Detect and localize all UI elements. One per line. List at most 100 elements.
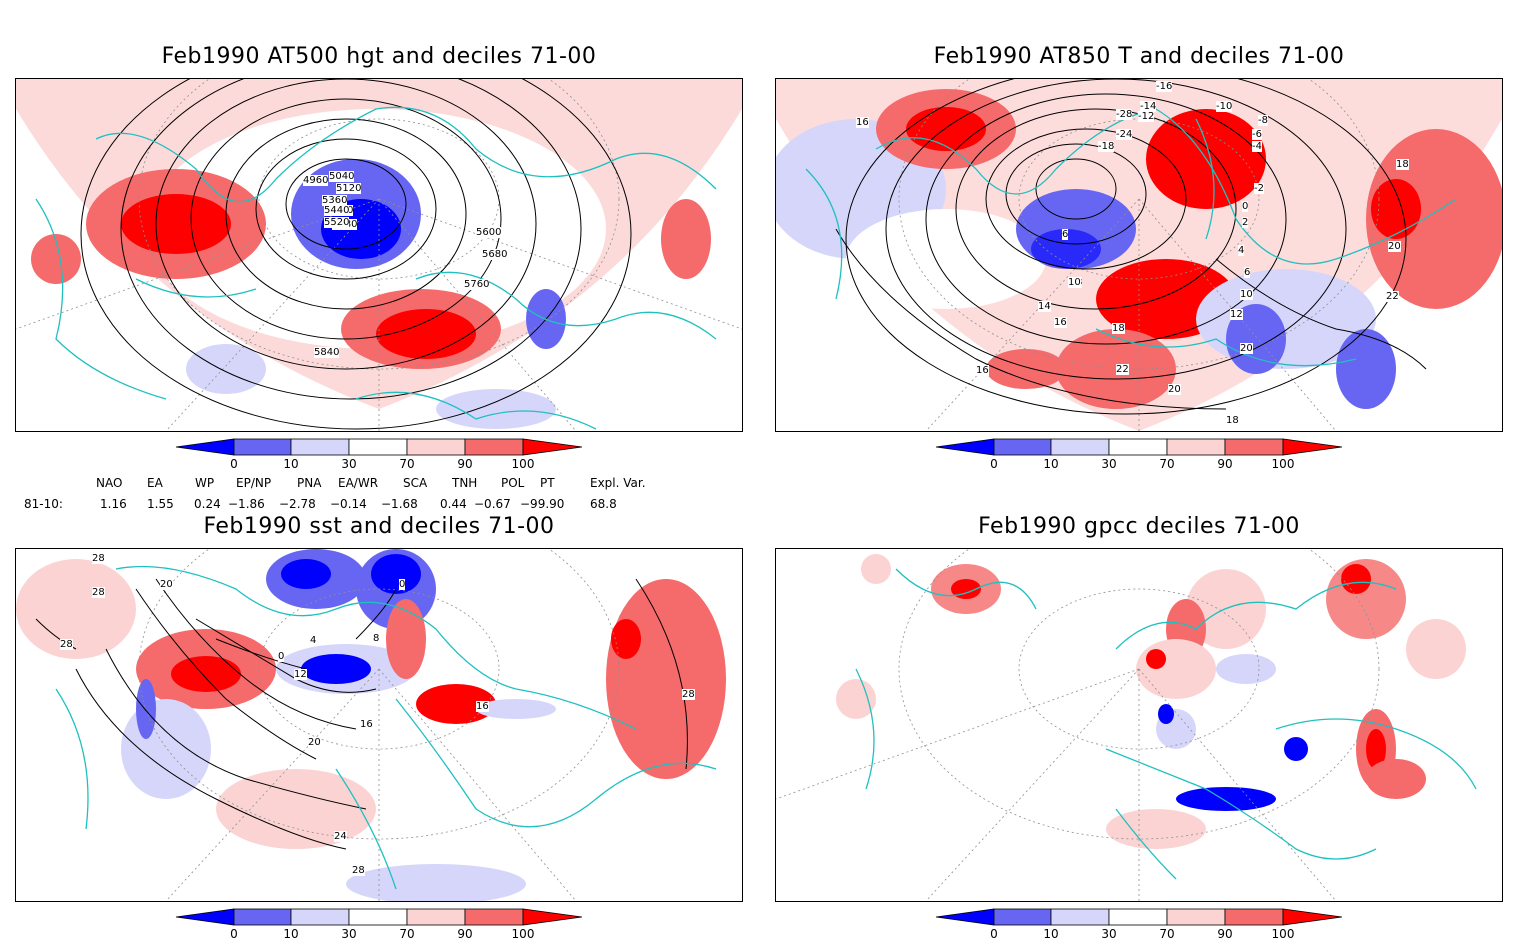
colorbar-tick: 70 [399, 457, 414, 471]
index-header: WP [195, 476, 215, 490]
map-panel-sst: 28 28 28 20 20 24 0 0 4 8 12 16 16 28 28 [15, 548, 743, 902]
colorbar-tick: 30 [341, 457, 356, 471]
index-header: TNH [452, 476, 478, 490]
contour-label: 20 [308, 737, 321, 748]
contour-label: 10 [1240, 289, 1253, 300]
index-value: 0.44 [440, 497, 467, 511]
contour-label: 5440 [324, 205, 350, 216]
contour-label: 22 [1116, 364, 1129, 375]
colorbar-tick: 90 [457, 457, 472, 471]
colorbar-tick: 0 [990, 457, 998, 471]
map-at500 [16, 79, 742, 431]
index-value: 1.16 [100, 497, 127, 511]
contour-label: 12 [294, 669, 307, 680]
contour-label: -6 [1252, 129, 1262, 140]
contour-label: 4960 [303, 175, 329, 186]
contour-label: 28 [92, 587, 105, 598]
colorbar-tick: 100 [512, 457, 535, 471]
contour-label: 0 [1242, 201, 1249, 212]
contour-label: 28 [682, 689, 695, 700]
contour-label: 16 [360, 719, 373, 730]
contour-label: -10 [1216, 101, 1233, 112]
colorbar-tick: 70 [1159, 457, 1174, 471]
contour-label: 28 [92, 553, 105, 564]
index-value: 0.24 [194, 497, 221, 511]
contour-label: 16 [476, 701, 489, 712]
contour-label: 28 [60, 639, 73, 650]
map-panel-gpcc [775, 548, 1503, 902]
map-gpcc [776, 549, 1477, 901]
index-header: NAO [96, 476, 123, 490]
contour-label: -4 [1252, 141, 1262, 152]
contour-label: 5120 [336, 183, 362, 194]
colorbar-1: 0 10 30 70 90 100 [175, 438, 583, 471]
index-header: Expl. Var. [590, 476, 646, 490]
index-header: EP/NP [236, 476, 272, 490]
contour-label: 20 [1168, 384, 1181, 395]
colorbar-tick: 90 [1217, 927, 1232, 940]
contour-label: 0 [278, 651, 285, 662]
colorbar-tick: 30 [1101, 457, 1116, 471]
index-value: −1.86 [228, 497, 265, 511]
contour-label: 5840 [314, 347, 340, 358]
contour-label: 2 [1242, 217, 1249, 228]
map-sst [16, 549, 742, 901]
index-header: EA/WR [338, 476, 379, 490]
panel-title-sst: Feb1990 sst and deciles 71-00 [203, 514, 555, 539]
contour-label: 20 [160, 579, 173, 590]
colorbar-tick: 10 [1043, 927, 1058, 940]
contour-label: 18 [1112, 323, 1125, 334]
contour-label: -24 [1116, 129, 1133, 140]
contour-label: 22 [1386, 291, 1399, 302]
colorbar-tick: 90 [1217, 457, 1232, 471]
index-row-label: 81-10: [24, 497, 63, 511]
contour-label: 5600 [476, 227, 502, 238]
contour-label: -12 [1138, 111, 1155, 122]
index-value: −99.90 [520, 497, 565, 511]
contour-label: 0 [399, 579, 406, 590]
map-at850 [776, 79, 1502, 431]
contour-label: 10 [1068, 277, 1081, 288]
contour-label: 16 [856, 117, 869, 128]
map-panel-at500: 4960 5040 5120 5200 5280 5360 5440 5520 … [15, 78, 743, 432]
index-header: PNA [297, 476, 322, 490]
contour-label: 5360 [322, 195, 348, 206]
contour-label: 28 [352, 865, 365, 876]
index-value: 1.55 [147, 497, 174, 511]
colorbar-4: 0 10 30 70 90 100 [935, 908, 1343, 940]
contour-label: 5680 [482, 249, 508, 260]
contour-label: -18 [1098, 141, 1115, 152]
contour-label: -2 [1254, 183, 1264, 194]
contour-label: 5520 [324, 217, 350, 228]
colorbar-2: 0 10 30 70 90 100 [935, 438, 1343, 471]
contour-label: 14 [1038, 301, 1051, 312]
colorbar-tick: 0 [230, 457, 238, 471]
panel-title-at850: Feb1990 AT850 T and deciles 71-00 [933, 44, 1345, 69]
colorbar-tick: 10 [283, 457, 298, 471]
contour-label: 8 [373, 633, 380, 644]
panel-title-gpcc: Feb1990 gpcc deciles 71-00 [978, 514, 1300, 539]
colorbar-tick: 30 [1101, 927, 1116, 940]
contour-label: 18 [1396, 159, 1409, 170]
contour-label: 6 [1062, 229, 1069, 240]
colorbar-tick: 70 [1159, 927, 1174, 940]
contour-label: -8 [1258, 115, 1268, 126]
colorbar-tick: 100 [1272, 927, 1295, 940]
contour-label: -28 [1116, 109, 1133, 120]
colorbar-tick: 0 [990, 927, 998, 940]
index-value: 68.8 [590, 497, 617, 511]
contour-label: 20 [1240, 343, 1253, 354]
colorbar-tick: 10 [1043, 457, 1058, 471]
colorbar-tick: 100 [1272, 457, 1295, 471]
colorbar-tick: 90 [457, 927, 472, 940]
contour-label: -16 [1156, 81, 1173, 92]
colorbar-tick: 0 [230, 927, 238, 940]
contour-label: 5040 [329, 171, 355, 182]
index-value: −0.67 [474, 497, 511, 511]
index-header: POL [501, 476, 525, 490]
index-header: SCA [403, 476, 428, 490]
contour-label: 12 [1230, 309, 1243, 320]
index-value: −2.78 [279, 497, 316, 511]
index-header: PT [540, 476, 555, 490]
colorbar-tick: 10 [283, 927, 298, 940]
